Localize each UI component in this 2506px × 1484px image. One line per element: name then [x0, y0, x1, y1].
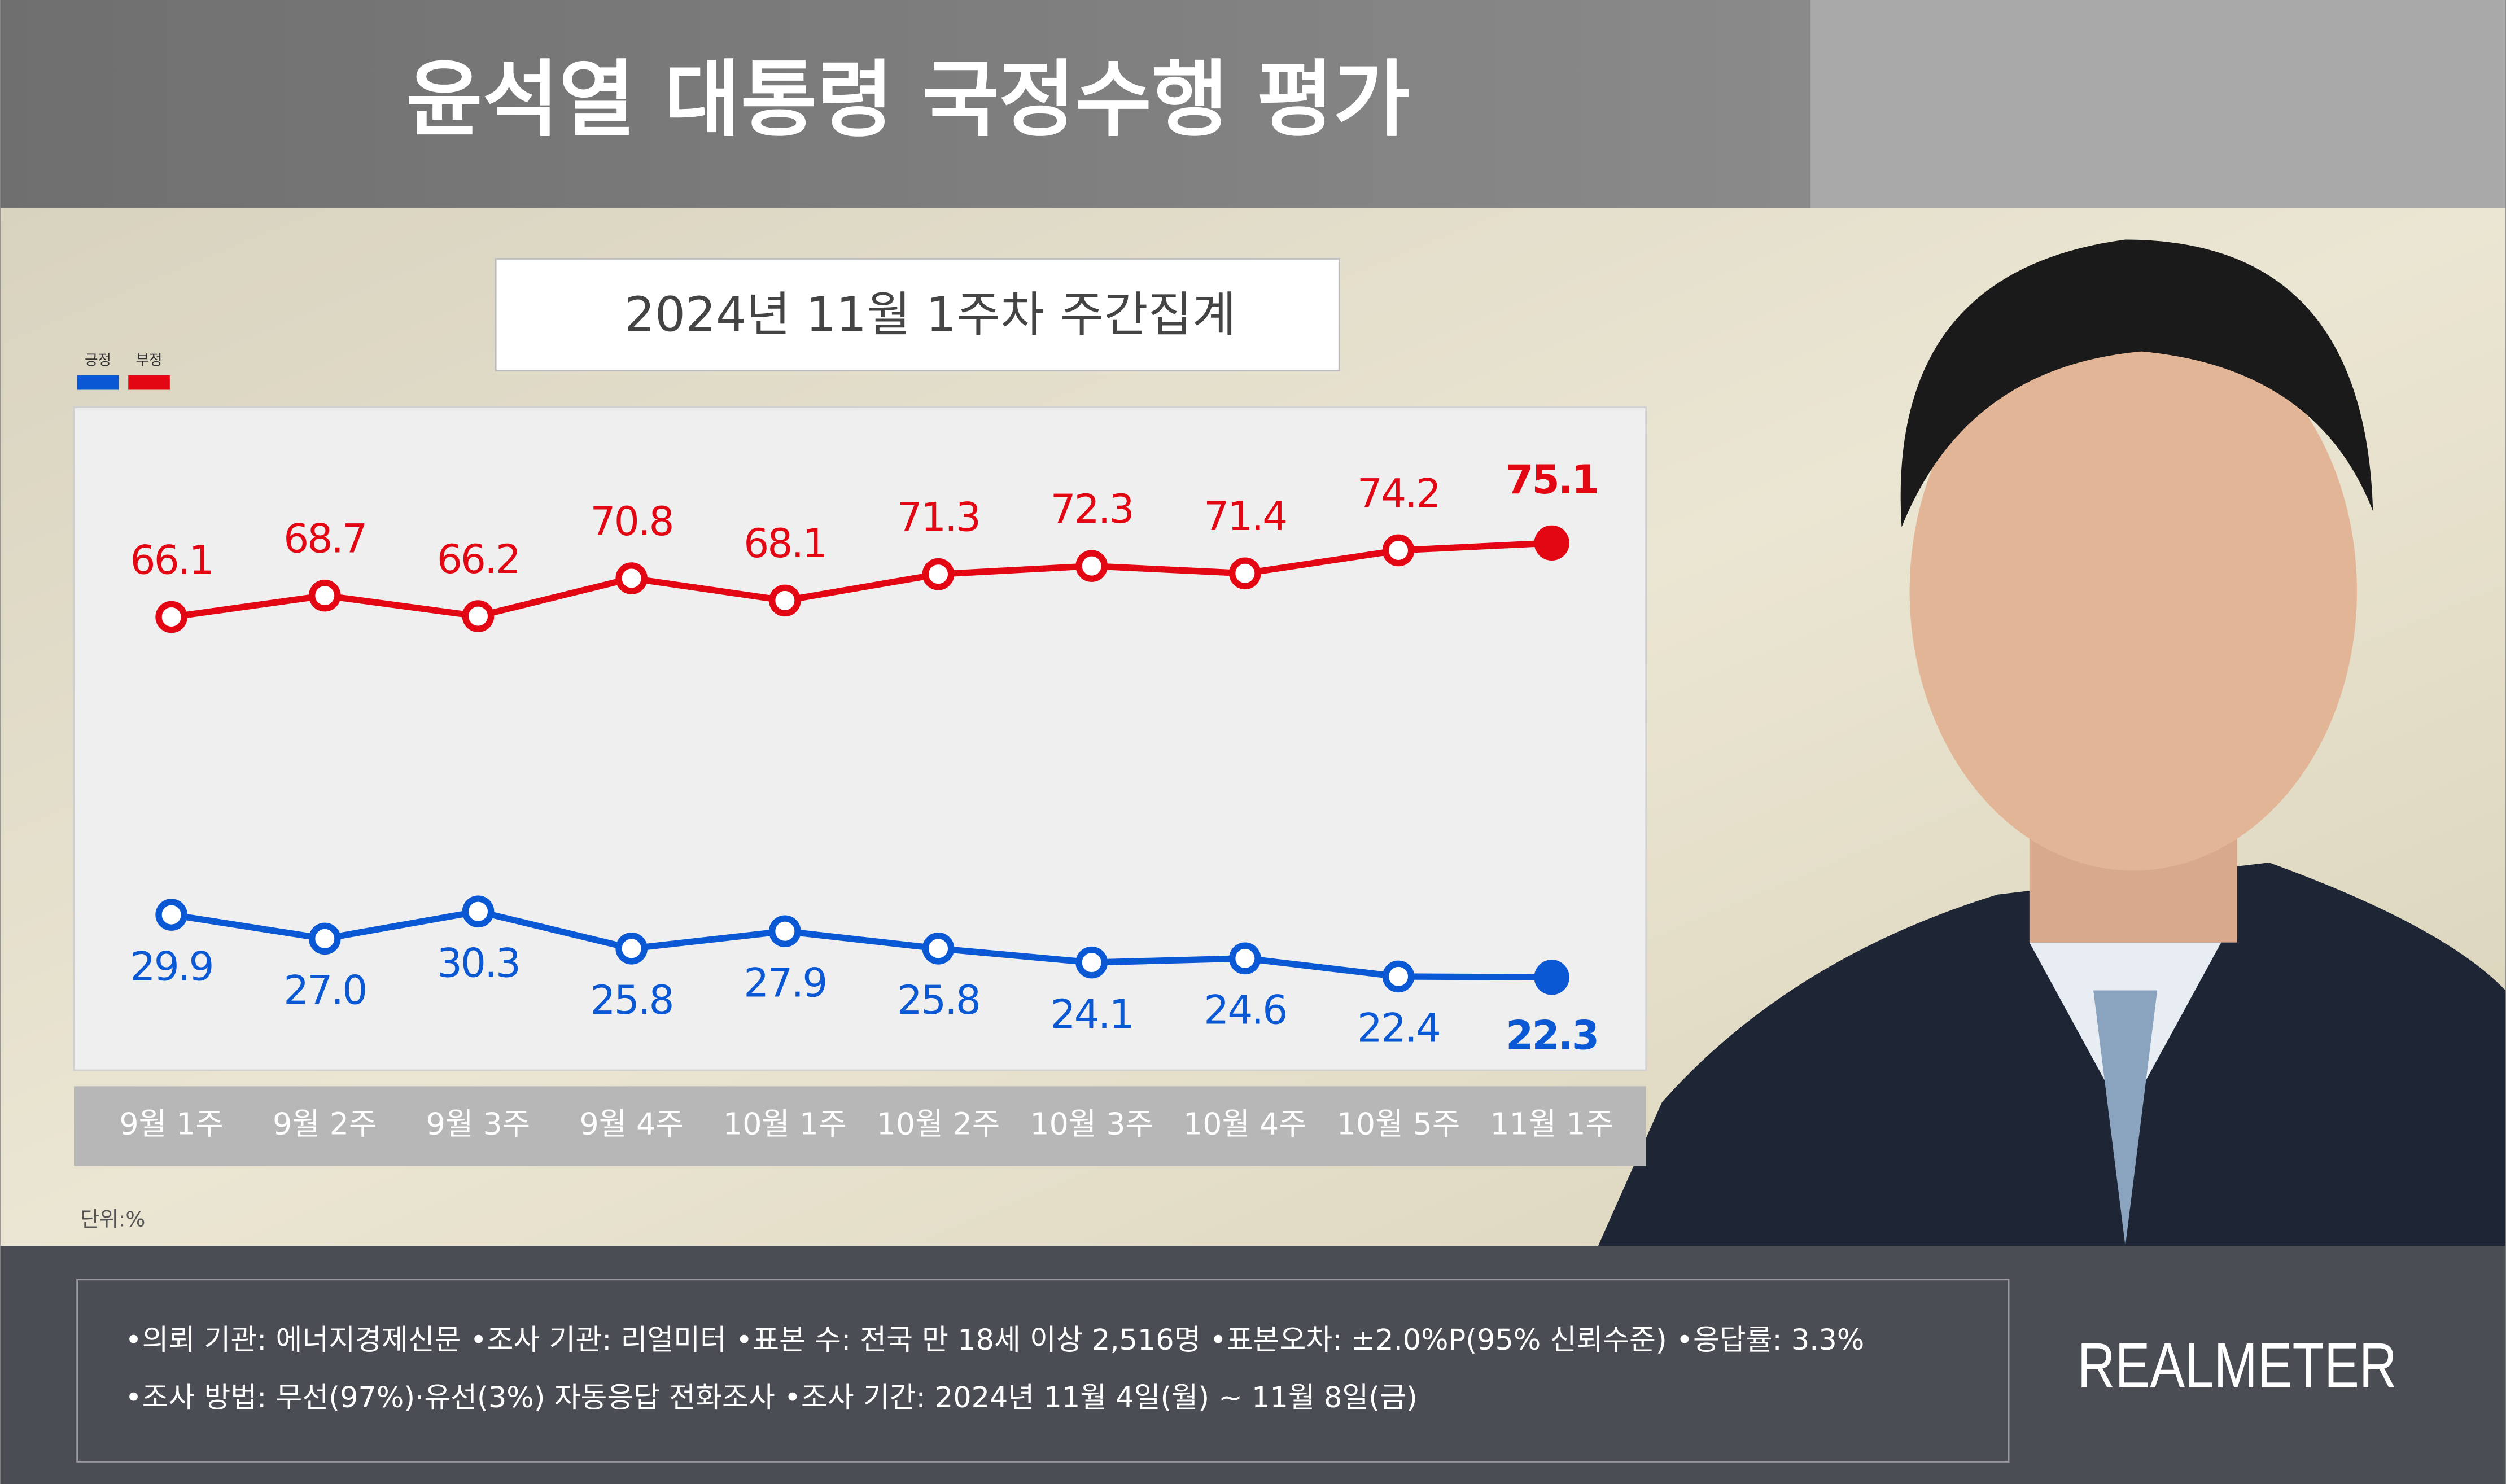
value-label: 66.2	[437, 536, 519, 583]
point	[462, 895, 495, 928]
series-line	[170, 540, 1552, 620]
value-label: 27.0	[283, 967, 366, 1014]
value-label: 24.1	[1051, 991, 1133, 1038]
point	[1534, 525, 1569, 561]
unit: 단위:%	[80, 1207, 145, 1232]
point	[155, 899, 187, 931]
point	[309, 579, 341, 612]
x-tick-label: 9월 4주	[579, 1106, 683, 1142]
footer-line: •의뢰 기관: 에너지경제신문 •조사 기관: 리얼미터 •표본 수: 전국 만…	[125, 1324, 1865, 1357]
point	[155, 601, 187, 633]
x-tick-label: 9월 1주	[119, 1106, 223, 1142]
x-tick-label: 11월 1주	[1490, 1106, 1613, 1142]
series-line	[170, 908, 1552, 981]
value-label: 25.8	[897, 977, 979, 1023]
plot-area	[73, 406, 1647, 1071]
value-label: 75.1	[1506, 456, 1598, 503]
x-tick-label: 10월 2주	[877, 1106, 1000, 1142]
value-label: 71.3	[897, 494, 979, 541]
point	[1075, 550, 1108, 582]
x-tick-label: 10월 4주	[1183, 1106, 1307, 1142]
value-label: 72.3	[1051, 485, 1133, 532]
value-label: 29.9	[130, 943, 213, 990]
point	[1229, 557, 1261, 590]
point	[615, 562, 648, 594]
logo: REALMETER	[2078, 1330, 2397, 1401]
x-tick-label: 10월 3주	[1030, 1106, 1153, 1142]
value-label: 24.6	[1204, 987, 1286, 1034]
x-tick-label: 10월 1주	[723, 1106, 847, 1142]
legend-label: 부정	[136, 352, 163, 369]
category-band	[74, 1086, 1646, 1166]
value-label: 68.1	[744, 520, 826, 567]
value-label: 66.1	[130, 536, 213, 583]
value-label: 74.2	[1357, 470, 1440, 516]
point	[1382, 534, 1415, 567]
value-label: 30.3	[437, 940, 519, 987]
point	[1075, 946, 1108, 979]
legend-label: 긍정	[85, 352, 111, 369]
value-label: 27.9	[744, 959, 826, 1006]
title: 윤석열 대통령 국정수행 평가	[406, 51, 1410, 148]
value-label: 22.3	[1506, 1012, 1598, 1058]
point	[922, 558, 955, 590]
value-label: 68.7	[283, 515, 366, 562]
point	[309, 922, 341, 955]
title-band	[0, 0, 1811, 208]
x-tick-label: 9월 2주	[273, 1106, 377, 1142]
subtitle: 2024년 11월 1주차 주간집계	[624, 287, 1236, 343]
chart: 9월 1주 9월 2주 9월 3주 9월 4주 10월 1주 10월 2주 10월 3주 10…	[77, 352, 1613, 1142]
value-label: 70.8	[591, 498, 673, 545]
x-tick-label: 9월 3주	[426, 1106, 530, 1142]
legend-swatch	[128, 375, 170, 390]
point	[462, 600, 495, 632]
footer-line: •조사 방법: 무선(97%)·유선(3%) 자동응답 전화조사 •조사 기간:…	[125, 1381, 1418, 1415]
legend-swatch	[77, 375, 119, 390]
value-label: 22.4	[1357, 1005, 1440, 1052]
point	[1382, 960, 1415, 993]
point	[769, 915, 801, 948]
footer-box	[76, 1279, 2010, 1463]
x-tick-label: 10월 5주	[1337, 1106, 1460, 1142]
subtitle-box	[495, 258, 1340, 371]
point	[1534, 960, 1569, 995]
value-label: 25.8	[591, 977, 673, 1023]
point	[615, 933, 648, 965]
point	[922, 933, 955, 965]
point	[1229, 942, 1261, 975]
value-label: 71.4	[1204, 493, 1286, 540]
point	[769, 584, 801, 617]
portrait	[1598, 239, 2506, 1246]
footer	[0, 1246, 2506, 1484]
title-band-right	[1810, 0, 2506, 208]
